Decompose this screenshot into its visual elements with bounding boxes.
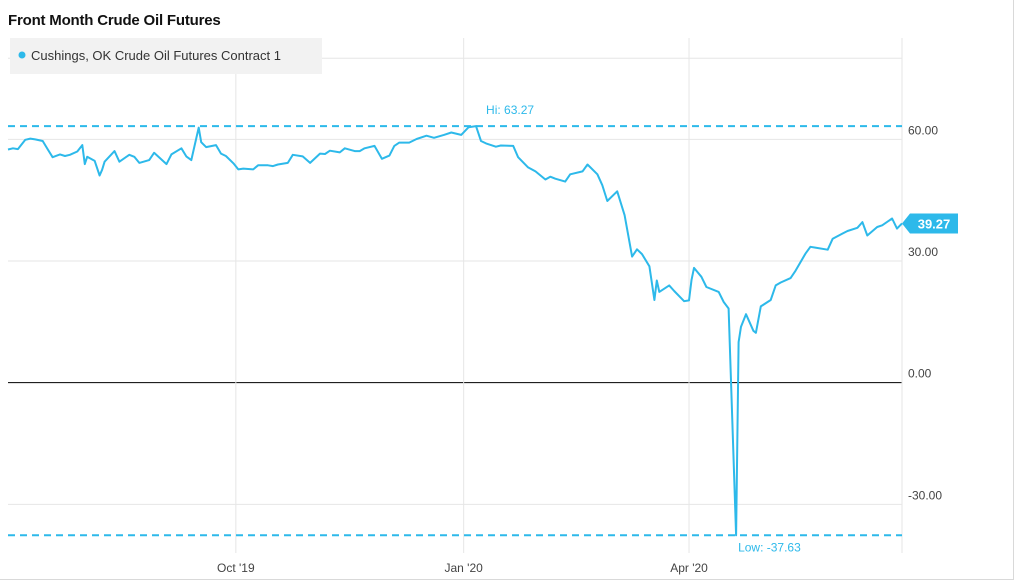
- low-annotation: Low: -37.63: [738, 540, 801, 554]
- x-tick-label: Apr '20: [670, 561, 708, 575]
- legend-marker: [18, 51, 26, 59]
- y-tick-label: -30.00: [908, 488, 942, 502]
- series-layer: [7, 125, 903, 537]
- high-annotation: Hi: 63.27: [486, 103, 534, 117]
- chart-title: Front Month Crude Oil Futures: [8, 12, 221, 29]
- y-tick-label: 0.00: [908, 367, 932, 381]
- x-tick-label: Jan '20: [445, 561, 484, 575]
- x-tick-label: Oct '19: [217, 561, 255, 575]
- reference-lines: [8, 125, 902, 537]
- last-value-label: 39.27: [918, 216, 951, 231]
- y-tick-label: 60.00: [908, 123, 938, 137]
- last-value-tag: [902, 213, 958, 234]
- legend-entry[interactable]: Cushings, OK Crude Oil Futures Contract …: [31, 48, 281, 63]
- series-line: [7, 125, 903, 537]
- legend-background: [10, 38, 322, 74]
- axis-labels: 60.00 30.00 0.00 -30.00 Oct '19 Jan '20 Apr '2…: [217, 123, 942, 575]
- grid: [8, 38, 903, 553]
- annotations: Hi: 63.27 Low: -37.63 39.27: [486, 103, 958, 554]
- legend[interactable]: Cushings, OK Crude Oil Futures Contract …: [10, 38, 322, 74]
- y-tick-label: 30.00: [908, 245, 938, 259]
